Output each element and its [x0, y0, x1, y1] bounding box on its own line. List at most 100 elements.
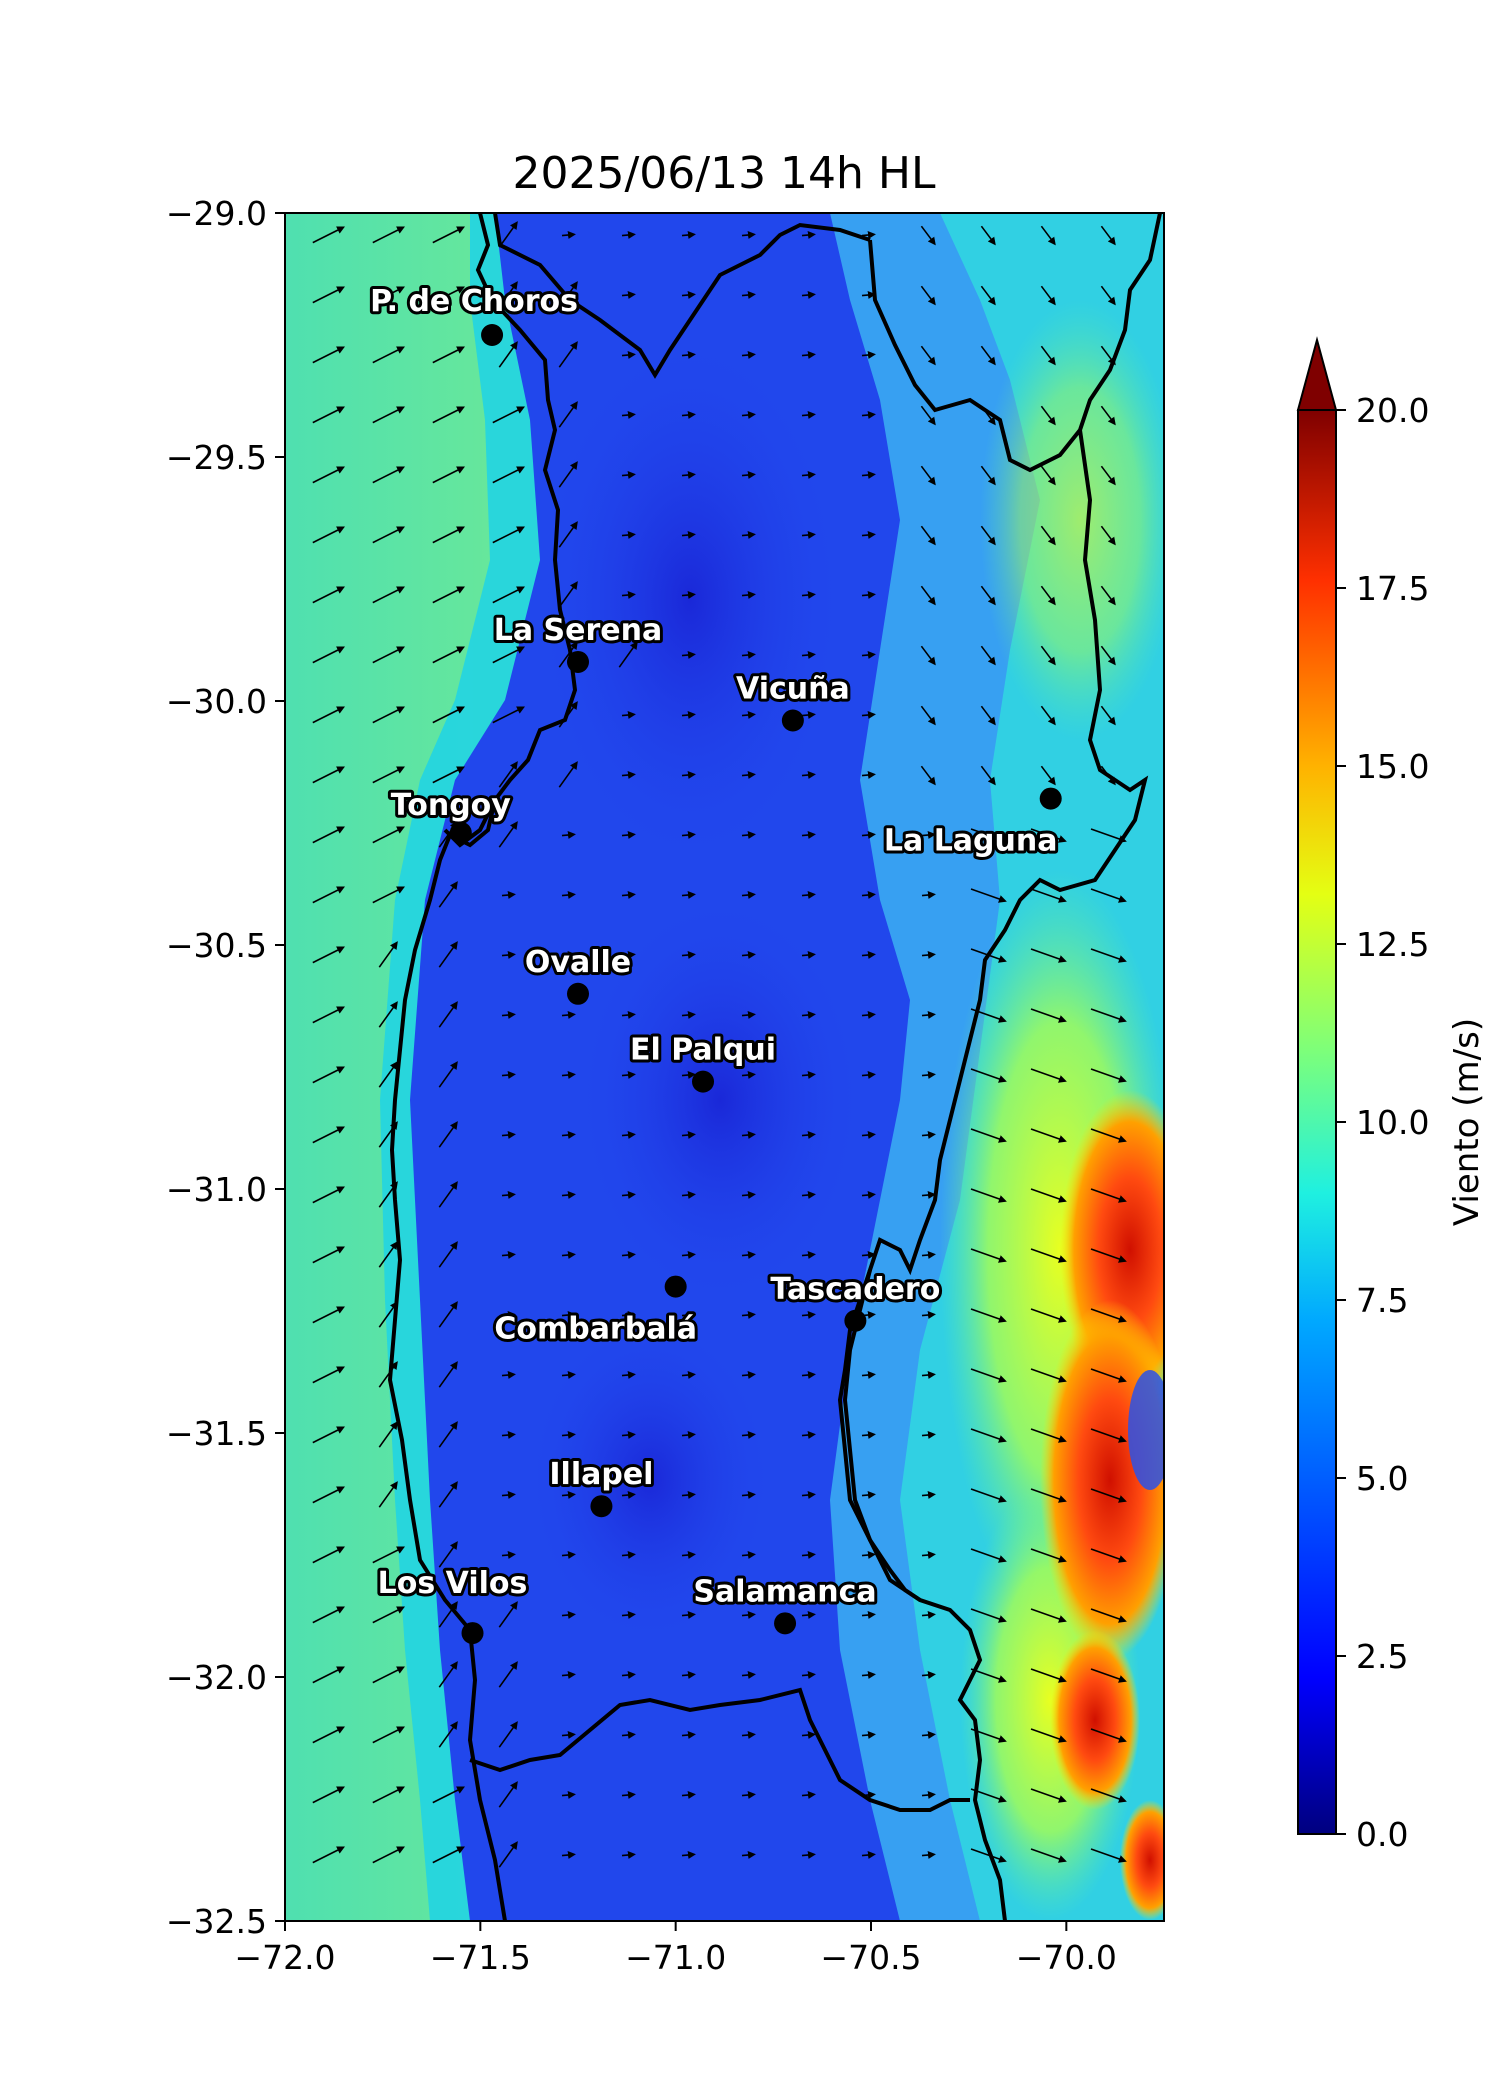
wind-vector-arrow: [432, 226, 465, 244]
wind-vector-arrow: [861, 1551, 876, 1559]
city-marker-icon: [692, 1070, 715, 1093]
wind-vector-arrow: [970, 1428, 1007, 1443]
city-label: Vicuña: [736, 672, 850, 707]
y-tick-label: −31.0: [166, 1170, 267, 1209]
wind-vector-arrow: [1100, 525, 1116, 546]
wind-vector-arrow: [1040, 525, 1056, 546]
colorbar-tick-label: 5.0: [1356, 1459, 1408, 1498]
colorbar-tick-label: 7.5: [1356, 1281, 1408, 1320]
wind-vector-arrow: [1030, 948, 1067, 963]
wind-vector-arrow: [1100, 225, 1116, 246]
wind-vector-arrow: [861, 1131, 876, 1139]
wind-vector-arrow: [681, 1671, 696, 1679]
wind-vector-arrow: [920, 285, 936, 306]
wind-vector-arrow: [378, 1001, 398, 1028]
wind-vector-arrow: [312, 1126, 345, 1144]
wind-vector-arrow: [561, 1731, 576, 1739]
wind-vector-arrow: [1100, 765, 1116, 786]
wind-vector-arrow: [561, 1491, 576, 1499]
wind-vector-arrow: [432, 766, 465, 784]
wind-vector-arrow: [621, 1011, 636, 1019]
wind-vector-arrow: [312, 286, 345, 304]
wind-vector-arrow: [681, 771, 696, 779]
city-tongoy: Tongoy: [388, 785, 514, 844]
wind-vector-arrow: [372, 346, 405, 364]
wind-vector-arrow: [438, 941, 458, 968]
wind-vector-arrow: [681, 531, 696, 539]
wind-vector-arrow: [312, 586, 345, 604]
colorbar-tick-label: 15.0: [1356, 747, 1429, 786]
wind-vector-arrow: [920, 465, 936, 486]
wind-vector-arrow: [312, 1006, 345, 1024]
wind-vector-arrow: [741, 1071, 756, 1079]
wind-vector-arrow: [312, 946, 345, 964]
wind-vector-arrow: [970, 1008, 1007, 1023]
wind-vector-arrow: [498, 1721, 518, 1748]
wind-vector-arrow: [312, 1426, 345, 1444]
city-salamanca: Salamanca: [690, 1571, 880, 1635]
wind-vector-arrow: [621, 1311, 636, 1319]
wind-vector-arrow: [681, 231, 696, 239]
wind-vector-arrow: [558, 581, 578, 608]
x-tick-label: −70.0: [1016, 1938, 1117, 1977]
wind-vector-arrow: [861, 411, 876, 419]
wind-vector-arrow: [681, 591, 696, 599]
wind-vector-arrow: [312, 406, 345, 424]
wind-vector-arrow: [741, 1311, 756, 1319]
city-markers: P. de Choros La Serena Vicuña Tongoy La Lagu…: [367, 281, 1062, 1645]
colorbar-tick-label: 17.5: [1356, 569, 1429, 608]
wind-vector-arrow: [970, 1188, 1007, 1203]
wind-vector-arrow: [921, 1071, 936, 1079]
city-marker-icon: [1039, 787, 1062, 810]
wind-vector-arrow: [921, 1011, 936, 1019]
wind-vector-arrow: [621, 1671, 636, 1679]
wind-vector-arrow: [372, 406, 405, 424]
wind-vector-arrow: [741, 291, 756, 299]
high-wind-zone-2: [1040, 1300, 1164, 1660]
wind-vector-arrow: [1090, 1728, 1127, 1743]
wind-vector-arrow: [1090, 1308, 1127, 1323]
wind-vector-arrow: [741, 411, 756, 419]
wind-vector-arrow: [801, 471, 816, 479]
wind-vector-arrow: [372, 526, 405, 544]
wind-vector-arrow: [312, 1846, 345, 1864]
y-tick-label: −32.0: [166, 1658, 267, 1697]
wind-vector-arrow: [921, 1731, 936, 1739]
wind-vector-arrow: [681, 651, 696, 659]
wind-vector-arrow: [801, 1431, 816, 1439]
colorbar-bar: [1297, 409, 1337, 1835]
wind-vector-arrow: [498, 1601, 518, 1628]
wind-vector-arrow: [970, 1128, 1007, 1143]
wind-vector-arrow: [681, 1851, 696, 1859]
wind-vector-arrow: [970, 1488, 1007, 1503]
wind-vector-arrow: [498, 281, 518, 308]
wind-vector-arrow: [621, 351, 636, 359]
wind-vector-arrow: [1090, 1008, 1127, 1023]
wind-vector-arrow: [681, 1311, 696, 1319]
plot-area: [285, 213, 1164, 1921]
wind-vector-arrow: [921, 1551, 936, 1559]
wind-vector-arrow: [501, 1131, 516, 1139]
y-tick-label: −32.5: [166, 1902, 267, 1941]
colorbar-ticks: 0.0 2.5 5.0 7.5 10.0 12.5 15.0 17.5 20.0: [1336, 391, 1429, 1854]
wind-vector-arrow: [1040, 345, 1056, 366]
city-marker-icon: [590, 1495, 613, 1518]
wind-vector-arrow: [801, 531, 816, 539]
wind-vector-arrow: [621, 1851, 636, 1859]
high-wind-zone-4: [1120, 1800, 1164, 1920]
wind-vector-arrow: [621, 951, 636, 959]
wind-vector-arrow: [558, 641, 578, 668]
wind-vector-arrow: [801, 1011, 816, 1019]
wind-vector-arrow: [1030, 1188, 1067, 1203]
wind-vector-arrow: [438, 1721, 458, 1748]
wind-vector-arrow: [1090, 948, 1127, 963]
wind-vector-arrow: [741, 831, 756, 839]
wind-vector-arrow: [681, 831, 696, 839]
wind-vector-arrow: [801, 831, 816, 839]
colorbar-tick-label: 0.0: [1356, 1815, 1408, 1854]
wind-vector-arrow: [438, 1361, 458, 1388]
wind-vector-arrow: [741, 471, 756, 479]
wind-vector-arrow: [861, 1191, 876, 1199]
wind-vector-arrow: [681, 1071, 696, 1079]
